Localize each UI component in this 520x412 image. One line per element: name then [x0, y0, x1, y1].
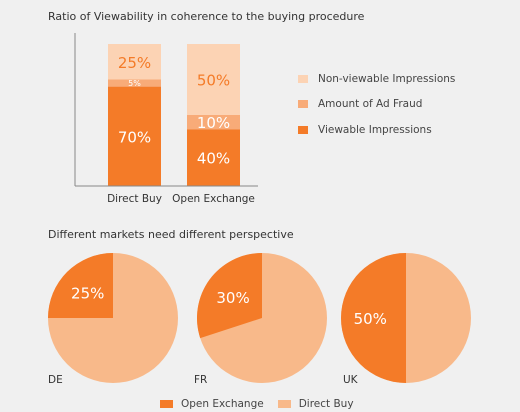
pie-legend-item-direct-buy: Direct Buy [277, 398, 354, 410]
legend-item-ad-fraud: Amount of Ad Fraud [298, 98, 422, 110]
pie-market-label-de: DE [48, 374, 63, 386]
bar-category-label-1: Open Exchange [172, 193, 255, 205]
pie-legend-item-open-exchange: Open Exchange [160, 398, 264, 410]
bar-direct-buy-segment-1 [108, 79, 161, 87]
legend-item-nonviewable: Non-viewable Impressions [298, 73, 455, 85]
bar-category-label-0: Direct Buy [107, 193, 162, 205]
pie-market-label-uk: UK [343, 374, 358, 386]
bar-open-exchange-segment-1 [187, 115, 240, 130]
bar-open-exchange-segment-2 [187, 44, 240, 115]
bar-open-exchange-label-1: 10% [197, 114, 230, 132]
pie-de-label: 25% [71, 285, 104, 303]
pie-legend-label-open-exchange: Open Exchange [181, 398, 264, 410]
bar-open-exchange-label-0: 40% [197, 150, 230, 168]
bar-open-exchange-segment-0 [187, 129, 240, 186]
legend-swatch-nonviewable [298, 75, 308, 83]
pie-fr-label: 30% [216, 289, 249, 307]
legend-label-ad-fraud: Amount of Ad Fraud [318, 98, 423, 110]
legend-swatch-ad-fraud [298, 100, 308, 108]
legend-label-nonviewable: Non-viewable Impressions [318, 73, 456, 85]
bar-direct-buy-label-2: 25% [118, 54, 151, 72]
bar-direct-buy-label-0: 70% [118, 128, 151, 146]
pie-market-label-fr: FR [194, 374, 208, 386]
legend-label-viewable: Viewable Impressions [318, 124, 432, 136]
pie-legend-swatch-open-exchange [160, 400, 173, 408]
pie-legend-label-direct-buy: Direct Buy [298, 398, 354, 410]
bar-direct-buy-segment-2 [108, 44, 161, 80]
bar-direct-buy-label-1: 5% [128, 79, 141, 88]
pie-uk-slice-open-exchange [341, 253, 406, 383]
pie-fr-slice-open-exchange [196, 253, 262, 339]
pie-legend: Open Exchange Direct Buy [160, 398, 368, 410]
bar-open-exchange-label-2: 50% [197, 72, 230, 90]
pie-chart-title: Different markets need different perspec… [48, 228, 294, 241]
pie-uk-label: 50% [354, 310, 387, 328]
legend-item-viewable: Viewable Impressions [298, 124, 432, 136]
bar-chart-title: Ratio of Viewability in coherence to the… [48, 10, 365, 23]
pie-de-slice-open-exchange [48, 253, 113, 318]
bar-direct-buy-segment-0 [108, 86, 161, 186]
pie-legend-swatch-direct-buy [277, 400, 291, 408]
legend-swatch-viewable [298, 126, 308, 134]
